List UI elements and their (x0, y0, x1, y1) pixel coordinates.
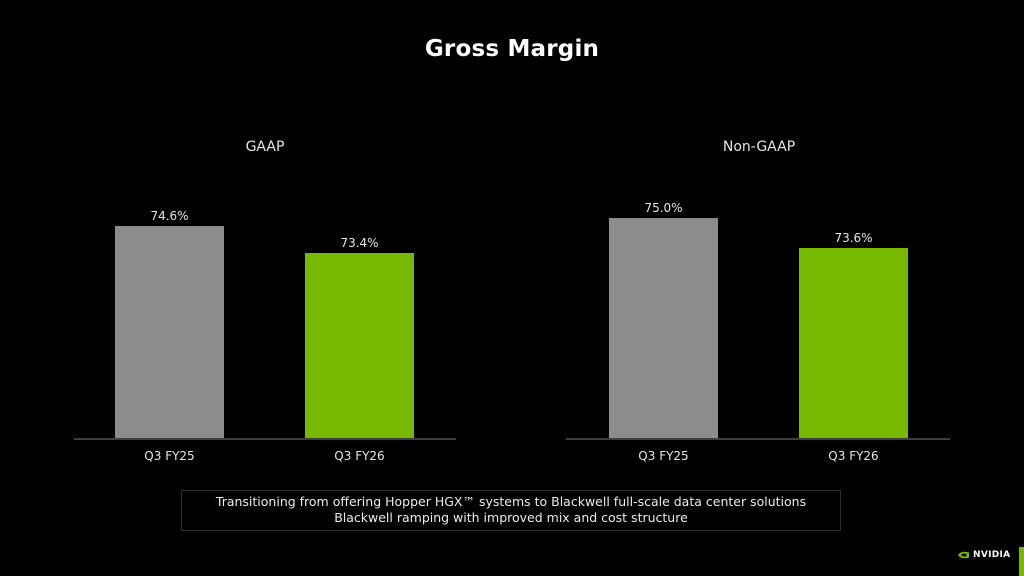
non-gaap-q3fy26-bar (799, 248, 908, 439)
gaap-q3fy26-category-label: Q3 FY26 (334, 449, 385, 463)
commentary-box: Transitioning from offering Hopper HGX™ … (181, 490, 841, 531)
non-gaap-panel-title: Non-GAAP (722, 139, 796, 155)
slide-title: Gross Margin (424, 36, 600, 62)
non-gaap-q3fy25-bar (609, 218, 718, 439)
gaap-q3fy25-value-label: 74.6% (150, 209, 189, 223)
nvidia-logo-text: NVIDIA (973, 550, 1011, 560)
commentary-line-2: Blackwell ramping with improved mix and … (334, 510, 688, 525)
gaap-q3fy26-bar (305, 253, 414, 439)
gaap-q3fy26-value-label: 73.4% (340, 236, 379, 250)
non-gaap-x-axis (566, 438, 950, 440)
non-gaap-q3fy26-category-label: Q3 FY26 (828, 449, 879, 463)
gaap-q3fy25-category-label: Q3 FY25 (144, 449, 195, 463)
non-gaap-q3fy26-value-label: 73.6% (834, 231, 873, 245)
non-gaap-q3fy25-category-label: Q3 FY25 (638, 449, 689, 463)
nvidia-eye-icon (958, 551, 969, 559)
gaap-panel-title: GAAP (245, 139, 285, 155)
brand-edge-strip (1019, 547, 1024, 576)
commentary-line-1: Transitioning from offering Hopper HGX™ … (215, 494, 807, 509)
gaap-q3fy25-bar (115, 226, 224, 439)
non-gaap-q3fy25-value-label: 75.0% (644, 201, 683, 215)
gaap-x-axis (74, 438, 456, 440)
nvidia-logo: NVIDIA (958, 550, 1010, 560)
